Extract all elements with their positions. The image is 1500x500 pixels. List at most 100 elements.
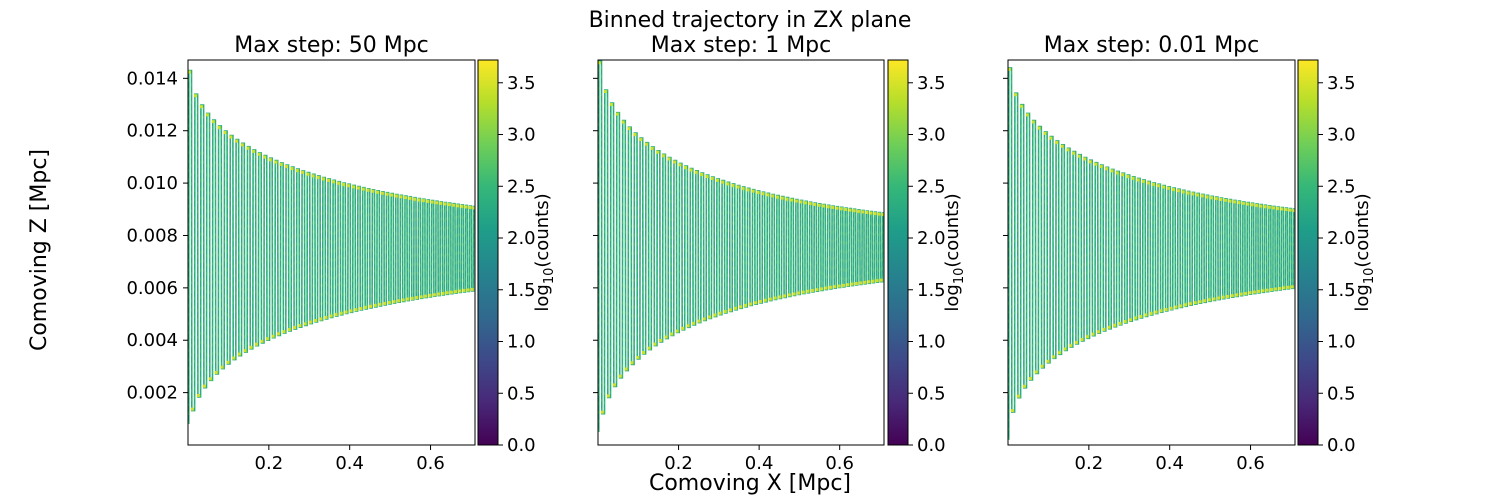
turning-point-cap bbox=[790, 198, 794, 202]
turning-point-cap bbox=[1028, 377, 1032, 381]
turning-point-cap bbox=[708, 315, 712, 319]
turning-point-cap bbox=[754, 301, 758, 305]
turning-point-cap bbox=[1252, 290, 1256, 294]
turning-point-cap bbox=[371, 189, 375, 193]
turning-point-cap bbox=[413, 197, 417, 201]
turning-point-cap bbox=[702, 317, 706, 321]
colorbar-label: log10(counts) bbox=[1352, 193, 1377, 311]
colorbar-tick-label: 0.0 bbox=[917, 435, 946, 456]
turning-point-cap bbox=[1152, 182, 1156, 186]
turning-point-cap bbox=[334, 313, 338, 317]
turning-point-cap bbox=[1118, 321, 1122, 325]
turning-point-cap bbox=[1022, 384, 1026, 388]
turning-point-cap bbox=[229, 135, 233, 139]
turning-point-cap bbox=[301, 170, 305, 174]
turning-point-cap bbox=[639, 138, 643, 142]
turning-point-cap bbox=[1074, 340, 1078, 344]
turning-point-cap bbox=[1019, 104, 1023, 108]
turning-point-cap bbox=[1049, 136, 1053, 140]
panel-title: Max step: 0.01 Mpc bbox=[1044, 33, 1260, 58]
turning-point-cap bbox=[744, 303, 748, 307]
panel-title: Max step: 50 Mpc bbox=[234, 33, 429, 58]
turning-point-cap bbox=[726, 182, 730, 186]
turning-point-cap bbox=[736, 185, 740, 189]
colorbar-tick-label: 1.0 bbox=[507, 332, 536, 353]
turning-point-cap bbox=[822, 204, 826, 208]
turning-point-cap bbox=[290, 167, 294, 171]
turning-point-cap bbox=[1013, 93, 1017, 97]
colorbar-tick-label: 2.0 bbox=[1327, 228, 1356, 249]
turning-point-cap bbox=[1110, 169, 1114, 173]
colorbar bbox=[887, 59, 909, 446]
turning-point-cap bbox=[598, 61, 601, 65]
turning-point-cap bbox=[1169, 306, 1173, 310]
turning-point-cap bbox=[235, 139, 239, 143]
turning-point-cap bbox=[835, 206, 839, 210]
turning-point-cap bbox=[1200, 194, 1204, 198]
colorbar-label: log10(counts) bbox=[942, 193, 967, 311]
turning-point-cap bbox=[460, 204, 464, 208]
turning-point-cap bbox=[775, 195, 779, 199]
turning-point-cap bbox=[1265, 288, 1269, 292]
turning-point-cap bbox=[257, 152, 261, 156]
colorbar-tick-label: 0.0 bbox=[1327, 435, 1356, 456]
turning-point-cap bbox=[271, 334, 275, 338]
turning-point-cap bbox=[1221, 295, 1225, 299]
turning-point-cap bbox=[664, 335, 668, 339]
turning-point-cap bbox=[710, 177, 714, 181]
turning-point-cap bbox=[1179, 304, 1183, 308]
turning-point-cap bbox=[1025, 113, 1029, 117]
turning-point-cap bbox=[1164, 307, 1168, 311]
turning-point-cap bbox=[1136, 178, 1140, 182]
turning-point-cap bbox=[865, 210, 869, 214]
turning-point-cap bbox=[366, 188, 370, 192]
turning-point-cap bbox=[756, 190, 760, 194]
turning-point-cap bbox=[462, 288, 466, 292]
turning-point-cap bbox=[697, 319, 701, 323]
turning-point-cap bbox=[824, 286, 828, 290]
turning-point-cap bbox=[848, 208, 852, 212]
turning-point-cap bbox=[193, 94, 197, 98]
turning-point-cap bbox=[1086, 335, 1090, 339]
turning-point-cap bbox=[397, 299, 401, 303]
turning-point-cap bbox=[681, 326, 685, 330]
turning-point-cap bbox=[337, 181, 341, 185]
turning-point-cap bbox=[844, 207, 848, 211]
turning-point-cap bbox=[1046, 359, 1050, 363]
turning-point-cap bbox=[852, 209, 856, 213]
trajectory-overlay bbox=[1008, 67, 1295, 440]
turning-point-cap bbox=[298, 324, 302, 328]
turning-point-cap bbox=[689, 168, 693, 172]
turning-point-cap bbox=[223, 130, 227, 134]
turning-point-cap bbox=[815, 288, 819, 292]
y-tick-label: 0.012 bbox=[126, 121, 178, 142]
colorbar-tick-label: 0.5 bbox=[507, 383, 536, 404]
turning-point-cap bbox=[1241, 201, 1245, 205]
turning-point-cap bbox=[766, 193, 770, 197]
turning-point-cap bbox=[196, 393, 200, 397]
turning-point-cap bbox=[387, 300, 391, 304]
turning-point-cap bbox=[1010, 409, 1014, 413]
turning-point-cap bbox=[1267, 205, 1271, 209]
turning-point-cap bbox=[1055, 140, 1059, 144]
turning-point-cap bbox=[749, 302, 753, 306]
turning-point-cap bbox=[670, 332, 674, 336]
turning-point-cap bbox=[364, 305, 368, 309]
turning-point-cap bbox=[1259, 204, 1263, 208]
trajectory-line bbox=[1008, 67, 1295, 440]
turning-point-cap bbox=[861, 210, 865, 214]
turning-point-cap bbox=[449, 290, 453, 294]
x-tick-label: 0.2 bbox=[1075, 453, 1104, 474]
turning-point-cap bbox=[621, 120, 625, 124]
turning-point-cap bbox=[813, 202, 817, 206]
turning-point-cap bbox=[311, 174, 315, 178]
turning-point-cap bbox=[1290, 285, 1294, 289]
trajectory bbox=[188, 69, 475, 424]
turning-point-cap bbox=[240, 143, 244, 147]
turning-point-cap bbox=[1203, 299, 1207, 303]
turning-point-cap bbox=[1139, 314, 1143, 318]
turning-point-cap bbox=[260, 339, 264, 343]
x-tick-label: 0.2 bbox=[255, 453, 284, 474]
turning-point-cap bbox=[252, 149, 256, 153]
figure-suptitle: Binned trajectory in ZX plane bbox=[589, 8, 912, 33]
